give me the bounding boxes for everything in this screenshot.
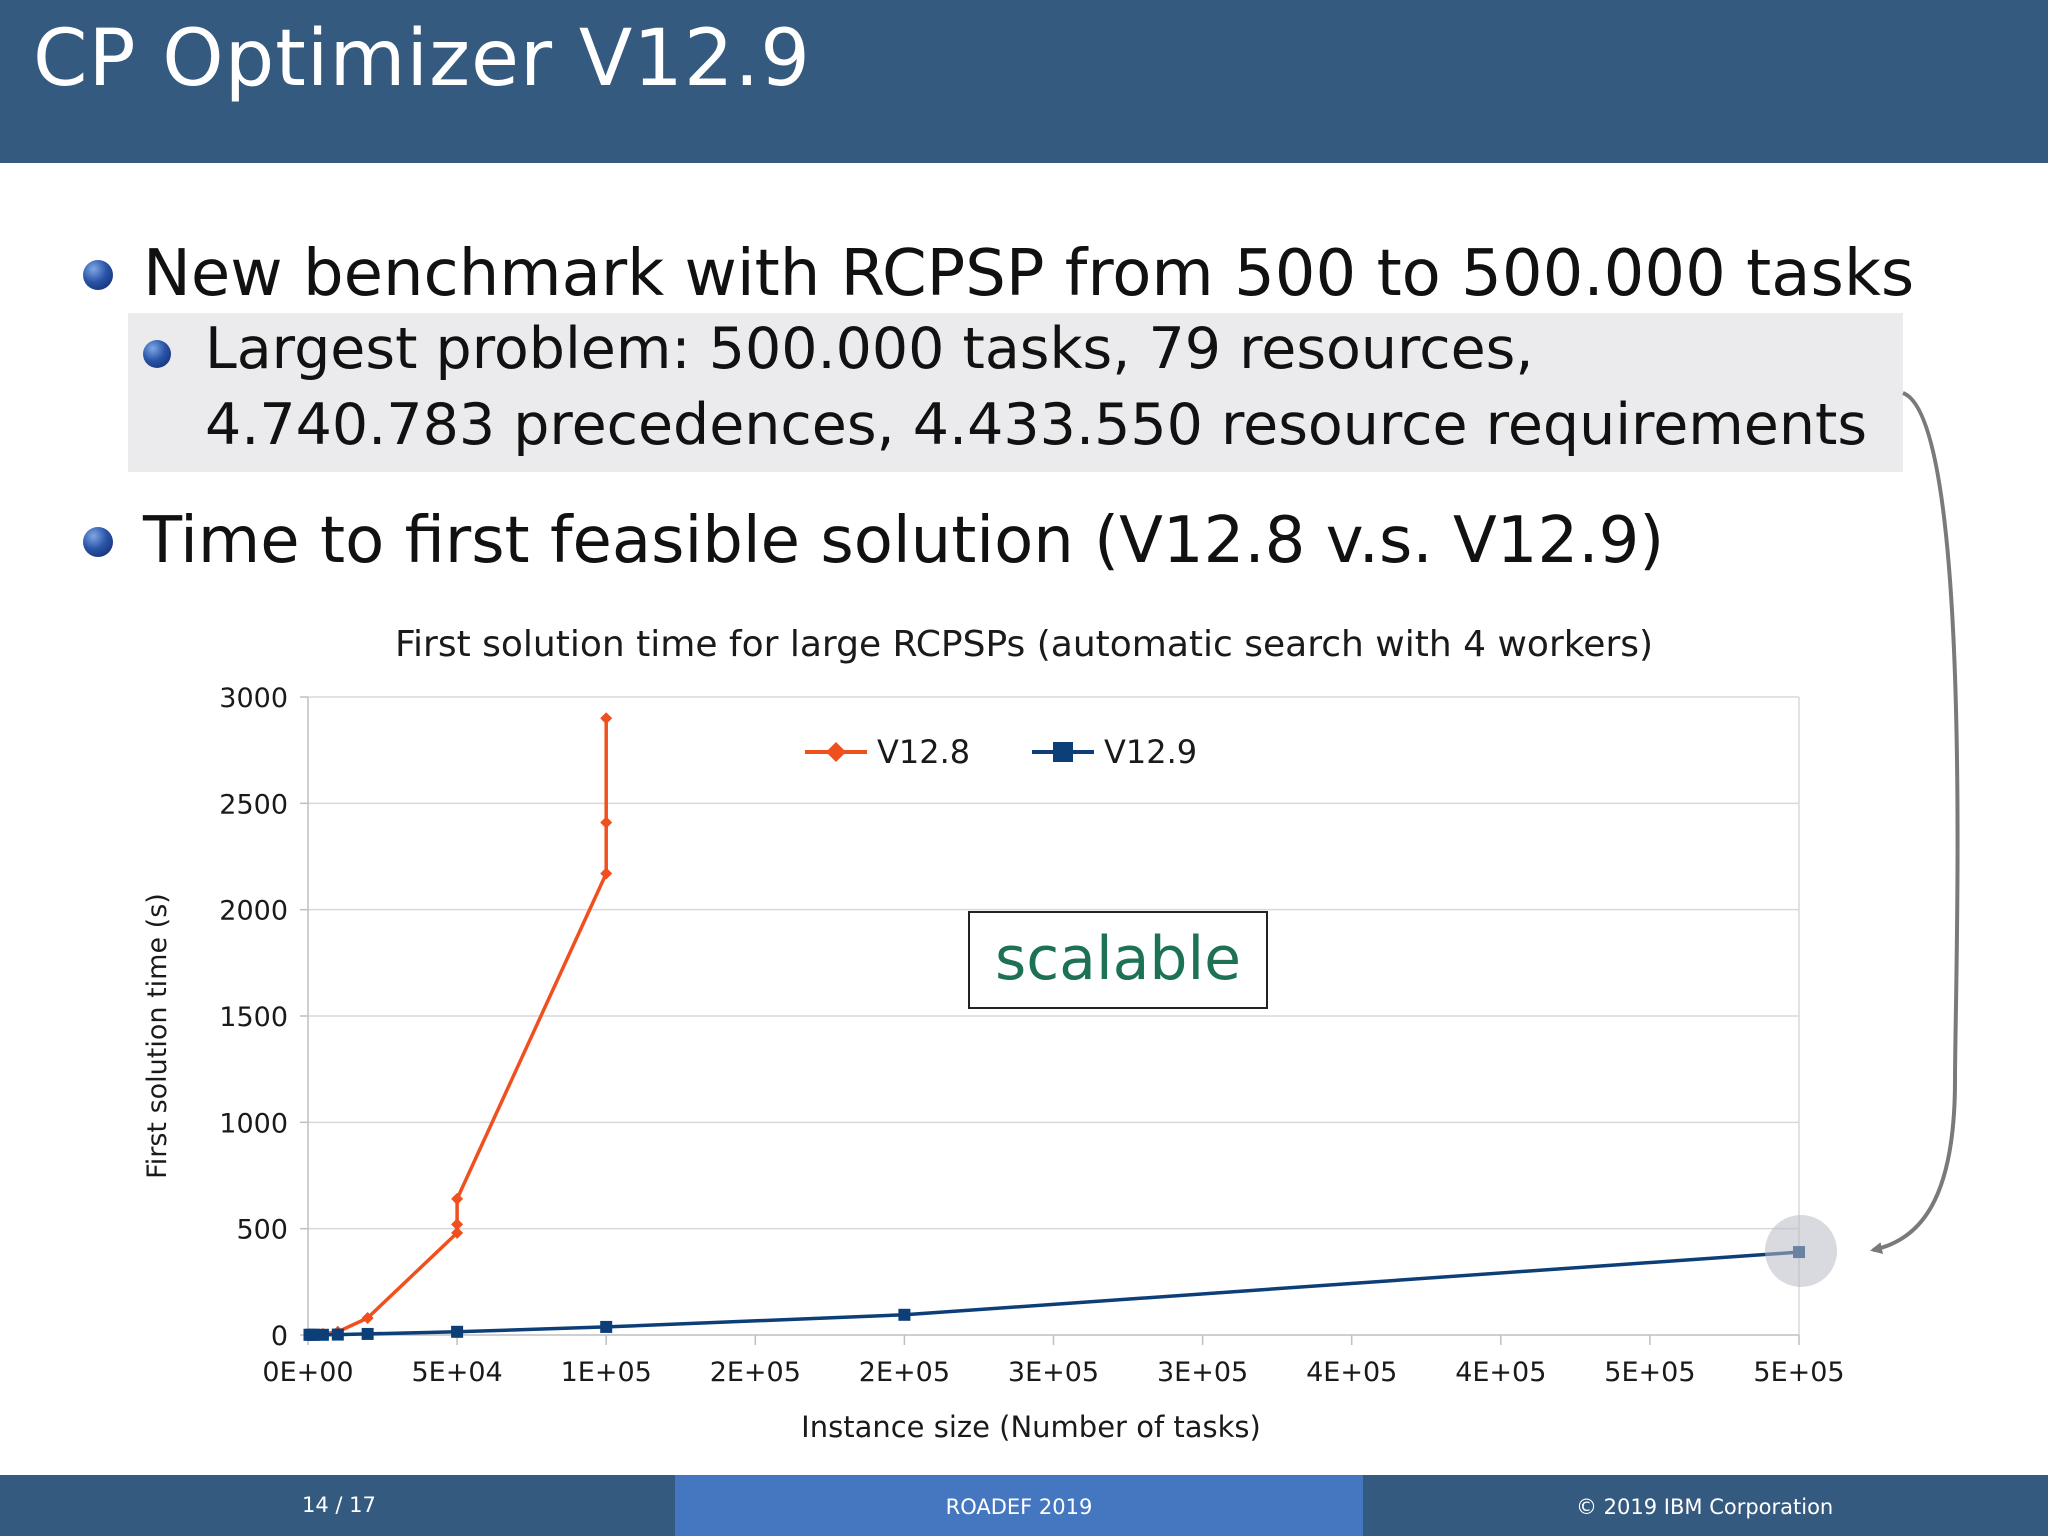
series-line: [309, 718, 608, 1337]
x-tick-label: 3E+05: [1157, 1357, 1248, 1388]
highlight-circle: [1765, 1215, 1837, 1287]
data-point: [331, 1328, 344, 1341]
legend-label: V12.8: [877, 733, 970, 771]
data-point: [1053, 742, 1073, 762]
bullet-icon: [143, 340, 171, 368]
slide-title: CP Optimizer V12.9: [33, 14, 811, 104]
data-point: [898, 1308, 911, 1321]
x-tick-label: 5E+04: [411, 1357, 502, 1388]
x-tick-label: 1E+05: [561, 1357, 652, 1388]
x-tick-label: 5E+05: [1753, 1357, 1844, 1388]
x-tick-label: 2E+05: [859, 1357, 950, 1388]
bullet-icon: [83, 527, 113, 557]
y-tick-label: 1500: [219, 1002, 288, 1033]
x-tick-label: 3E+05: [1008, 1357, 1099, 1388]
y-tick-label: 2000: [219, 896, 288, 927]
chart-title: First solution time for large RCPSPs (au…: [395, 624, 1653, 665]
y-tick-label: 1000: [219, 1108, 288, 1139]
scalable-callout: scalable: [968, 911, 1268, 1009]
data-point: [451, 1325, 464, 1338]
bullet-largest-problem-line2: 4.740.783 precedences, 4.433.550 resourc…: [205, 392, 1868, 458]
data-point: [361, 1327, 374, 1340]
y-tick-label: 0: [271, 1321, 288, 1352]
copyright: © 2019 IBM Corporation: [1576, 1495, 1834, 1519]
bullet-benchmark: New benchmark with RCPSP from 500 to 500…: [143, 237, 1915, 311]
bullet-icon: [83, 260, 113, 290]
x-tick-label: 0E+00: [262, 1357, 353, 1388]
series-line: [309, 1250, 1800, 1337]
x-tick-label: 5E+05: [1604, 1357, 1695, 1388]
data-point: [600, 867, 613, 880]
bullet-largest-problem-line1: Largest problem: 500.000 tasks, 79 resou…: [205, 316, 1534, 382]
legend-entry: V12.8: [805, 733, 970, 771]
chart-legend: V12.8 V12.9: [805, 733, 1197, 771]
y-tick-label: 3000: [219, 683, 288, 714]
scalable-text: scalable: [994, 924, 1242, 994]
data-point: [826, 742, 846, 762]
conference-name: ROADEF 2019: [945, 1495, 1093, 1519]
data-point: [451, 1226, 464, 1239]
y-axis-label: First solution time (s): [142, 893, 173, 1179]
title-bar: CP Optimizer V12.9: [0, 0, 2048, 163]
x-axis-label: Instance size (Number of tasks): [801, 1410, 1261, 1444]
data-point: [600, 712, 613, 725]
y-tick-label: 2500: [219, 789, 288, 820]
legend-label: V12.9: [1104, 733, 1197, 771]
data-point: [451, 1218, 464, 1231]
x-tick-label: 4E+05: [1455, 1357, 1546, 1388]
series-V12.9: [303, 1246, 1805, 1341]
x-tick-label: 2E+05: [710, 1357, 801, 1388]
chart-grid: [308, 696, 1800, 1336]
chart-axes: 0 500 1000 1500 2000 2500 3000 0E+00 5E+04 1E+05 2…: [219, 683, 1844, 1388]
data-point: [361, 1311, 374, 1324]
data-point: [600, 1320, 613, 1333]
series-V12.8: [303, 712, 613, 1341]
y-tick-label: 500: [236, 1215, 288, 1246]
data-point: [316, 1328, 329, 1341]
bullet-time-to-first: Time to first feasible solution (V12.8 v…: [143, 504, 1665, 578]
highlight-box: [128, 313, 1903, 472]
footer: 14 / 17 ROADEF 2019 © 2019 IBM Corporati…: [0, 1475, 2048, 1536]
page-number: 14 / 17: [302, 1493, 376, 1517]
callout-arrow: [1870, 391, 1960, 1254]
legend-entry: V12.9: [1032, 733, 1197, 771]
data-point: [600, 816, 613, 829]
data-point: [451, 1192, 464, 1205]
x-tick-label: 4E+05: [1306, 1357, 1397, 1388]
footer-conference-band: ROADEF 2019: [675, 1475, 1363, 1536]
chart-series: [303, 712, 1805, 1341]
